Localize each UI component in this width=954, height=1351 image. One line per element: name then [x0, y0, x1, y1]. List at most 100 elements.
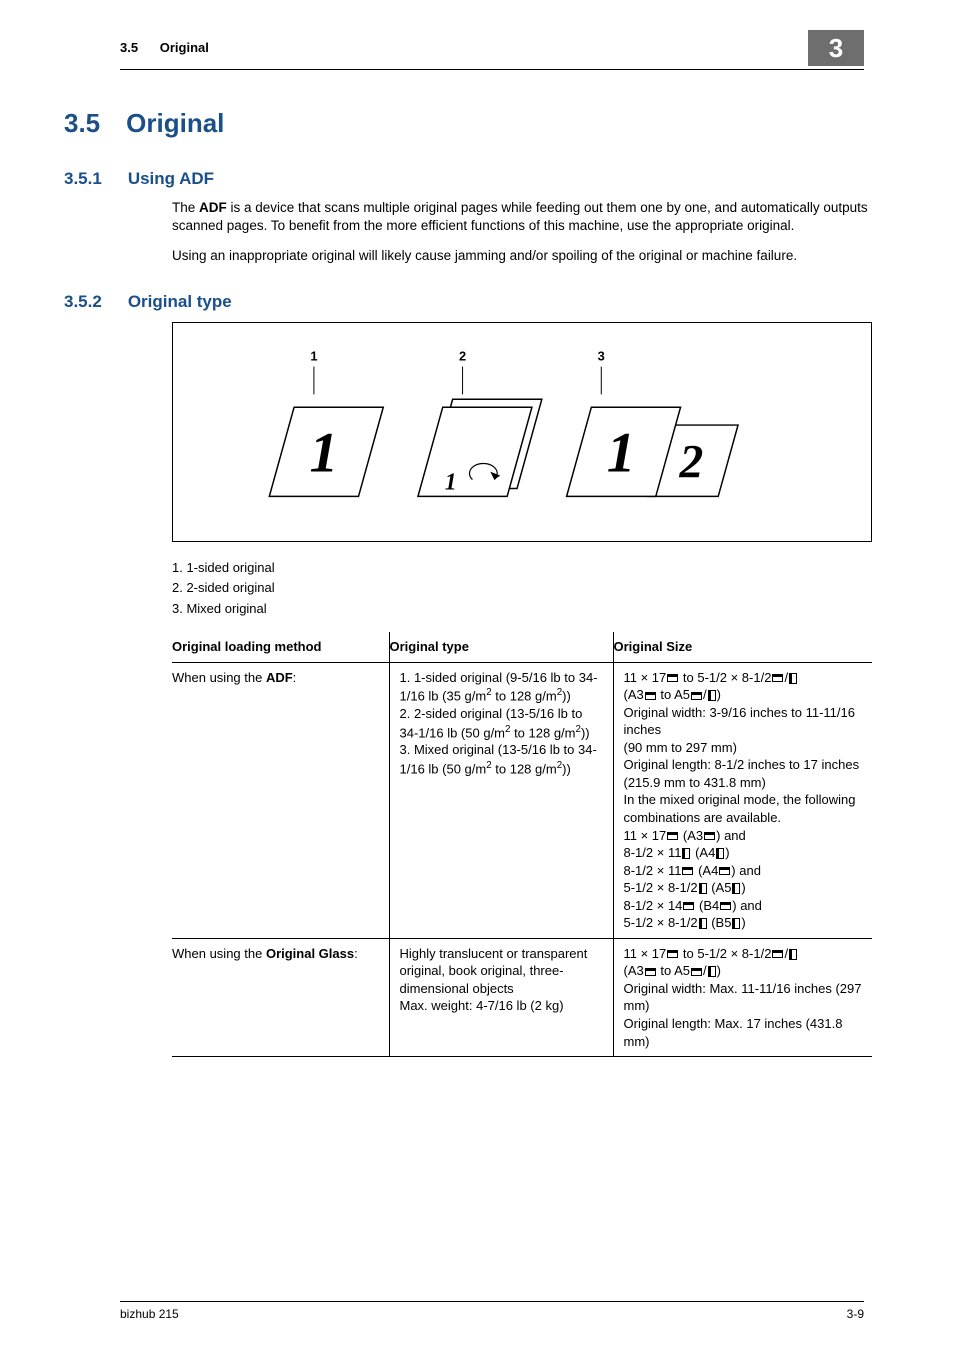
landscape-icon [667, 674, 678, 682]
text: ) [717, 963, 721, 978]
text: 5-1/2 × 8-1/2 [624, 915, 698, 930]
portrait-icon [732, 883, 740, 894]
text: (B4 [695, 898, 719, 913]
text: (90 mm to 297 mm) [624, 740, 737, 755]
landscape-icon [691, 968, 702, 976]
heading-num: 3.5.1 [64, 169, 102, 189]
text: ) and [731, 863, 761, 878]
diagram-panel-2: 1 [418, 399, 542, 496]
diagram-label-2: 2 [459, 348, 466, 363]
table-header-row: Original loading method Original type Or… [172, 632, 872, 662]
diagram-label-3: 3 [598, 348, 605, 363]
text: to A5 [657, 687, 690, 702]
text: to A5 [657, 963, 690, 978]
text: : [293, 670, 297, 685]
text: ) [725, 845, 729, 860]
list-item: 3. Mixed original [172, 599, 864, 620]
text-bold: ADF [266, 670, 293, 685]
portrait-icon [732, 918, 740, 929]
text: In the mixed original mode, the followin… [624, 792, 856, 825]
heading-title: Using ADF [128, 169, 214, 189]
landscape-icon [772, 950, 783, 958]
portrait-icon [699, 918, 707, 929]
text: ) and [732, 898, 762, 913]
cell-method: When using the Original Glass: [172, 938, 389, 1056]
text: : [354, 946, 358, 961]
heading-num: 3.5 [64, 108, 100, 139]
landscape-icon [645, 968, 656, 976]
text: ) [741, 915, 745, 930]
portrait-icon [699, 883, 707, 894]
svg-text:1: 1 [445, 469, 457, 495]
text: 5-1/2 × 8-1/2 [624, 880, 698, 895]
text: 11 × 17 [624, 670, 667, 685]
paragraph-adf-warning: Using an inappropriate original will lik… [172, 247, 872, 265]
landscape-icon [772, 674, 783, 682]
subsection-heading-3-5-1: 3.5.1 Using ADF [64, 169, 864, 189]
landscape-icon [719, 867, 730, 875]
header-section-title: Original [160, 40, 209, 55]
text: (A3 [624, 963, 644, 978]
paragraph-adf-intro: The ADF is a device that scans multiple … [172, 199, 872, 235]
text: (A4 [691, 845, 715, 860]
page-footer: bizhub 215 3-9 [120, 1301, 864, 1321]
text: ) [741, 880, 745, 895]
heading-title: Original type [128, 292, 232, 312]
spec-table: Original loading method Original type Or… [172, 632, 872, 1057]
page-header: 3.5 Original 3 [120, 30, 864, 70]
landscape-icon [667, 832, 678, 840]
text: Original width: 3-9/16 inches to 11-11/1… [624, 705, 856, 738]
portrait-icon [708, 966, 716, 977]
text: (A3 [679, 828, 703, 843]
text-bold: ADF [199, 200, 227, 215]
footer-right: 3-9 [847, 1307, 864, 1321]
portrait-icon [789, 673, 797, 684]
landscape-icon [667, 950, 678, 958]
cell-method: When using the ADF: [172, 662, 389, 938]
text: ) and [716, 828, 746, 843]
table-row: When using the Original Glass: Highly tr… [172, 938, 872, 1056]
portrait-icon [789, 949, 797, 960]
text: Original length: 8-1/2 inches to 17 inch… [624, 757, 860, 772]
landscape-icon [720, 902, 731, 910]
table-row: When using the ADF: 1. 1-sided original … [172, 662, 872, 938]
text: (215.9 mm to 431.8 mm) [624, 775, 766, 790]
text: to 5-1/2 × 8-1/2 [679, 670, 771, 685]
subsection-heading-3-5-2: 3.5.2 Original type [64, 292, 864, 312]
svg-text:2: 2 [679, 436, 704, 488]
text: When using the [172, 946, 266, 961]
cell-size: 11 × 17 to 5-1/2 × 8-1/2/ (A3 to A5/) Or… [613, 662, 872, 938]
cell-size: 11 × 17 to 5-1/2 × 8-1/2/ (A3 to A5/) Or… [613, 938, 872, 1056]
diagram-label-1: 1 [310, 348, 317, 363]
text: (A4 [694, 863, 718, 878]
text: 8-1/2 × 14 [624, 898, 683, 913]
section-heading-3-5: 3.5 Original [64, 108, 864, 139]
landscape-icon [682, 867, 693, 875]
header-section-label: 3.5 Original [120, 40, 209, 55]
svg-text:1: 1 [309, 421, 338, 484]
original-type-diagram: 1 2 3 1 1 [172, 322, 872, 542]
portrait-icon [708, 690, 716, 701]
col-header: Original type [389, 632, 613, 662]
text: The [172, 200, 199, 215]
landscape-icon [691, 692, 702, 700]
cell-type: Highly translucent or transparent origin… [389, 938, 613, 1056]
text: 11 × 17 [624, 946, 667, 961]
original-type-list: 1. 1-sided original 2. 2-sided original … [172, 558, 864, 620]
heading-title: Original [126, 108, 224, 139]
landscape-icon [704, 832, 715, 840]
list-item: 2. 2-sided original [172, 578, 864, 599]
text: 11 × 17 [624, 828, 667, 843]
landscape-icon [683, 902, 694, 910]
text: ) [717, 687, 721, 702]
text: (A3 [624, 687, 644, 702]
list-item: 1. 1-sided original [172, 558, 864, 579]
col-header: Original loading method [172, 632, 389, 662]
heading-num: 3.5.2 [64, 292, 102, 312]
text-bold: Original Glass [266, 946, 354, 961]
chapter-number-box: 3 [808, 30, 864, 66]
text: (B5 [708, 915, 732, 930]
text: Original length: Max. 17 inches (431.8 m… [624, 1016, 843, 1049]
col-header: Original Size [613, 632, 872, 662]
text: When using the [172, 670, 266, 685]
